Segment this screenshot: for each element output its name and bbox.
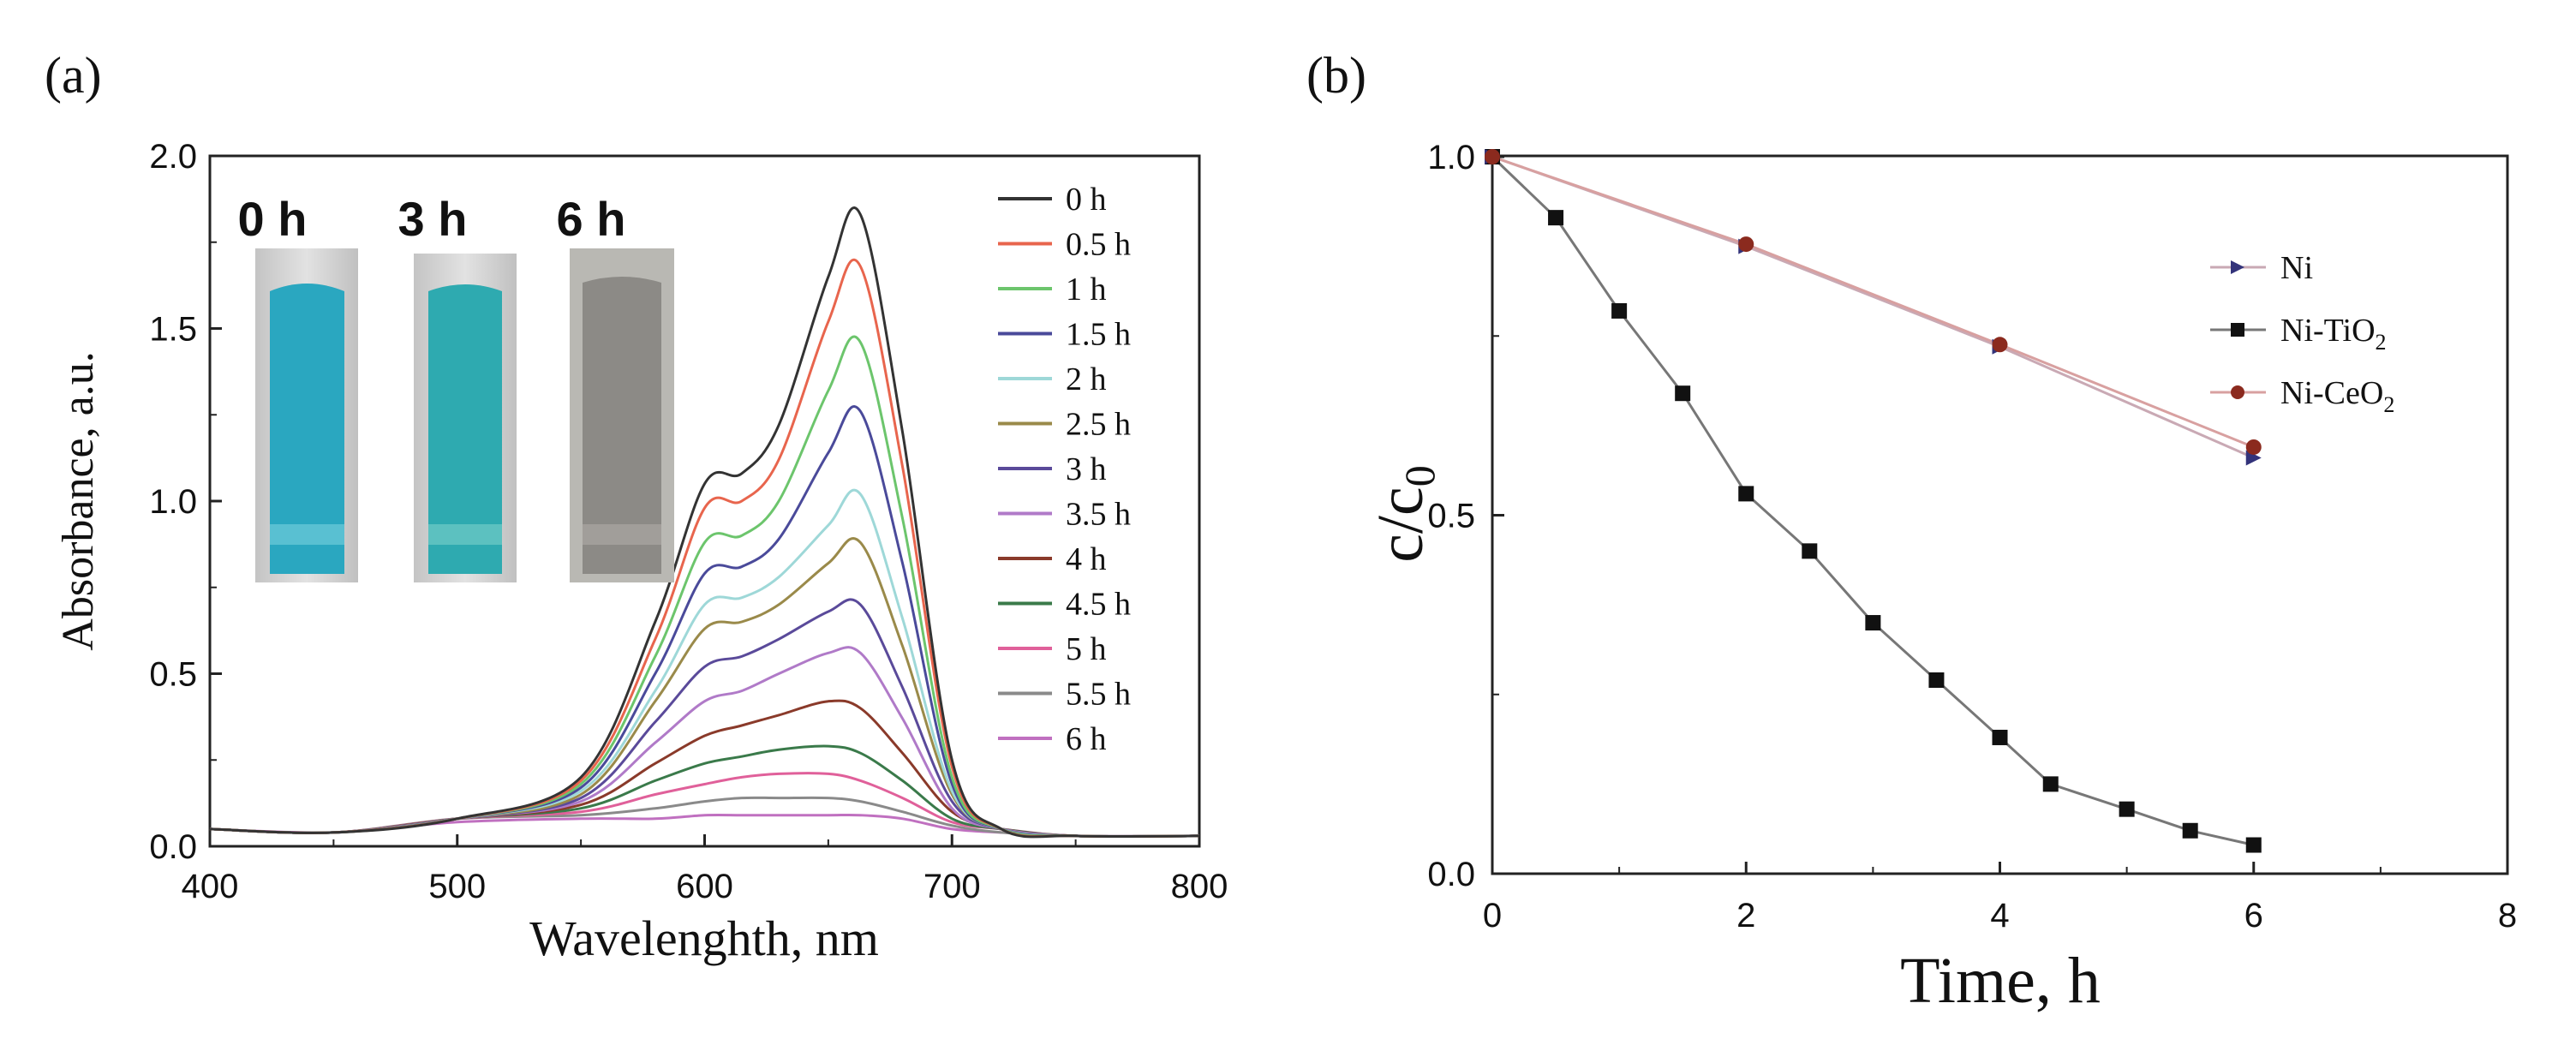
- panel-b-x-tick-label: 2: [1736, 897, 1755, 935]
- panel-b-y-tick-label: 1.0: [1427, 139, 1475, 176]
- panel-b-legend-marker: [2231, 385, 2244, 399]
- panel-b-data-point: [1485, 149, 1500, 164]
- panel-b-axis-ticks: 0 2 4 6 8 0.0 0.5 1.0: [1427, 139, 2517, 935]
- panel-a-legend-label: 4 h: [1066, 541, 1107, 577]
- panel-b-data-point: [1611, 302, 1628, 319]
- panel-b-legend-label: Ni: [2280, 250, 2313, 286]
- panel-a-x-tick-label: 700: [923, 868, 981, 905]
- panel-b-data-point: [1548, 210, 1564, 226]
- svg-text:c/c0: c/c0: [1365, 465, 1443, 563]
- panel-a-y-tick-label: 1.5: [149, 311, 197, 349]
- panel-b-y-axis-title: c/c0: [1365, 465, 1443, 563]
- panel-b-y-axis-main: c/c: [1365, 487, 1437, 563]
- panel-b-y-tick-label: 0.5: [1427, 498, 1475, 535]
- panel-b-series-line: [1491, 155, 2255, 459]
- panel-b-x-tick-label: 8: [2498, 897, 2517, 935]
- panel-a-legend-label: 6 h: [1066, 721, 1107, 757]
- panel-b-legend-label-main: Ni-CeO: [2280, 375, 2383, 411]
- inset-label-3h: 3 h: [398, 192, 468, 246]
- panel-a-y-tick-label: 0.5: [149, 656, 197, 694]
- panel-a-series-line: [209, 335, 1200, 839]
- panel-b-data-point: [1738, 486, 1754, 502]
- panel-b-data-point: [1802, 543, 1818, 559]
- panel-b-x-tick-label: 4: [1990, 897, 2009, 935]
- panel-a-x-tick-label: 400: [182, 868, 239, 905]
- panel-a-legend-label: 3.5 h: [1066, 497, 1131, 533]
- panel-b-legend-label-sub: 2: [2376, 330, 2387, 355]
- panel-b-data-point: [2245, 450, 2262, 466]
- panel-a-y-tick-label: 2.0: [149, 138, 197, 176]
- panel-a-legend-label: 2 h: [1066, 361, 1107, 397]
- panel-a-series-line: [209, 258, 1200, 839]
- panel-a-legend-label: 1.5 h: [1066, 317, 1131, 353]
- panel-b-data-point: [1992, 337, 2008, 353]
- panel-a-y-tick-label: 1.0: [149, 483, 197, 521]
- panel-a: (a) 400 500 600 700 800 0.0 0.5 1.0 1.5 2.0 0 h 3…: [45, 47, 1228, 966]
- panel-b-x-axis-title: Time, h: [1900, 945, 2101, 1017]
- panel-b-y-tick-label: 0.0: [1427, 856, 1475, 893]
- panel-a-label: (a): [45, 47, 102, 104]
- panel-b-legend-marker: [2231, 260, 2244, 274]
- panel-b-series-line: [1491, 155, 2255, 846]
- panel-a-legend-label: 1 h: [1066, 272, 1107, 308]
- panel-b-data-point: [1992, 729, 2008, 745]
- panel-b-legend-label: Ni-TiO2: [2280, 313, 2387, 355]
- vial-3h: [414, 254, 517, 582]
- panel-b-legend-label: Ni-CeO2: [2280, 375, 2394, 417]
- panel-a-series-line: [209, 744, 1200, 839]
- panel-b-legend-label-main: Ni: [2280, 250, 2313, 286]
- panel-b-plot-frame: [1491, 154, 2509, 875]
- panel-b-label: (b): [1306, 47, 1366, 104]
- panel-a-legend-label: 5.5 h: [1066, 677, 1131, 713]
- panel-a-y-tick-label: 0.0: [149, 828, 197, 866]
- panel-a-series-line: [209, 772, 1200, 839]
- vial-0h: [255, 248, 358, 582]
- panel-a-series-line: [209, 537, 1200, 839]
- panel-a-legend-label: 2.5 h: [1066, 407, 1131, 443]
- panel-a-x-tick-label: 500: [428, 868, 486, 905]
- panel-b-legend-marker: [2231, 323, 2244, 337]
- panel-b-data-point: [1865, 615, 1881, 631]
- panel-a-series-line: [209, 206, 1200, 839]
- panel-b-series-line: [1491, 155, 2255, 449]
- panel-a-axis-ticks: 400 500 600 700 800 0.0 0.5 1.0 1.5 2.0: [149, 138, 1228, 905]
- panel-a-plot-frame: [208, 154, 1201, 848]
- panel-a-series-line: [209, 646, 1200, 839]
- panel-b-x-tick-label: 0: [1483, 897, 1502, 935]
- panel-b-series: [1485, 149, 2262, 853]
- panel-b-data-point: [2182, 822, 2198, 839]
- panel-b-data-point: [2245, 439, 2262, 455]
- panel-a-legend: 0 h 0.5 h 1 h 1.5 h 2 h 2.5 h 3 h 3.5 h 4 h 4.5 h…: [998, 182, 1131, 757]
- panel-a-legend-label: 3 h: [1066, 451, 1107, 487]
- panel-b-x-tick-label: 6: [2244, 897, 2263, 935]
- panel-b-data-point: [1738, 236, 1754, 253]
- panel-a-series-line: [209, 405, 1200, 839]
- panel-b-data-point: [2245, 837, 2262, 853]
- panel-a-inset: 0 h 3 h 6 h: [238, 192, 674, 582]
- panel-a-y-axis-title: Absorbance, a.u.: [54, 351, 103, 650]
- panel-a-series-line: [209, 813, 1200, 838]
- panel-a-legend-label: 0.5 h: [1066, 227, 1131, 263]
- panel-b-legend-label-main: Ni-TiO: [2280, 313, 2376, 349]
- inset-label-6h: 6 h: [557, 192, 626, 246]
- panel-a-x-tick-label: 600: [676, 868, 733, 905]
- vial-6h: [570, 248, 674, 582]
- panel-a-x-axis-title: Wavelenghth, nm: [529, 911, 879, 966]
- panel-a-legend-label: 5 h: [1066, 631, 1107, 667]
- panel-b-data-point: [1928, 672, 1945, 689]
- panel-b-data-point: [2042, 776, 2059, 792]
- panel-b-data-point: [2119, 801, 2135, 817]
- panel-a-series: [209, 206, 1200, 839]
- panel-b-y-axis-sub: 0: [1396, 465, 1443, 487]
- panel-b-data-point: [1675, 385, 1691, 402]
- panel-a-x-tick-label: 800: [1171, 868, 1228, 905]
- panel-a-legend-label: 4.5 h: [1066, 587, 1131, 623]
- panel-a-legend-label: 0 h: [1066, 182, 1107, 218]
- panel-b-legend-label-sub: 2: [2383, 392, 2394, 417]
- inset-label-0h: 0 h: [238, 192, 308, 246]
